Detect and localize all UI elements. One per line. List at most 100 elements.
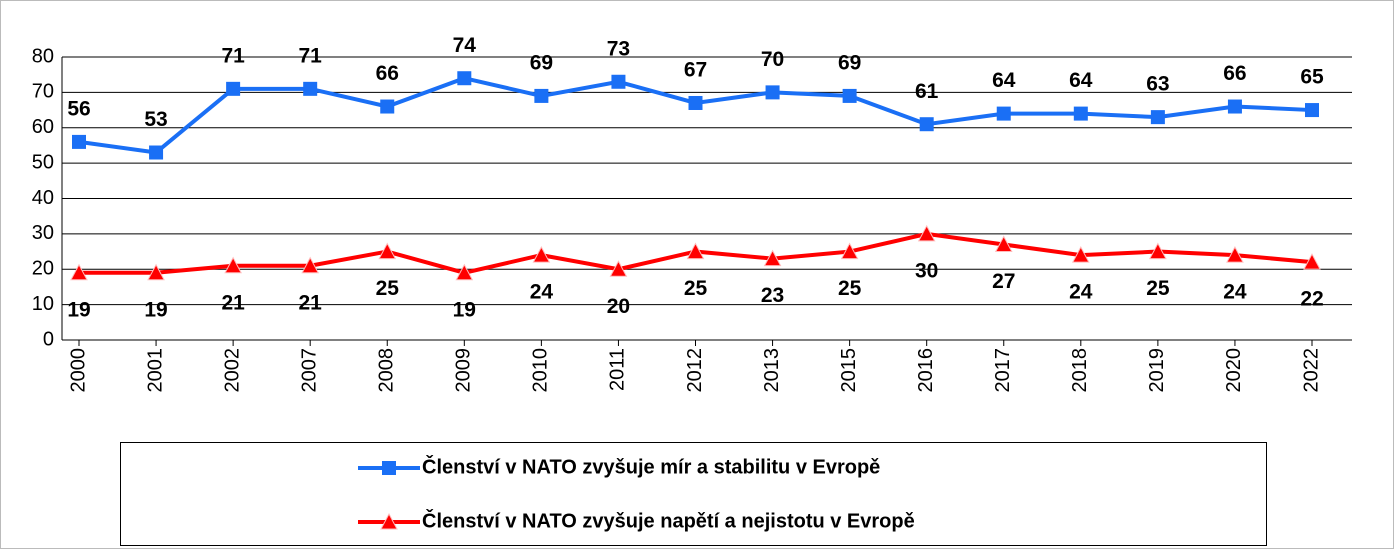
x-tick-label: 2001 bbox=[144, 348, 166, 393]
data-label: 74 bbox=[453, 34, 477, 57]
data-label: 30 bbox=[915, 259, 938, 282]
y-tick-label: 0 bbox=[43, 328, 54, 350]
data-point bbox=[303, 81, 318, 96]
data-point bbox=[994, 235, 1013, 252]
x-tick-label: 2020 bbox=[1223, 348, 1245, 393]
data-label: 21 bbox=[299, 291, 323, 314]
y-tick-label: 80 bbox=[32, 45, 54, 67]
y-tick-label: 60 bbox=[32, 116, 54, 138]
data-point bbox=[147, 263, 165, 281]
data-label: 67 bbox=[684, 59, 707, 82]
data-point bbox=[301, 256, 320, 274]
data-point bbox=[1305, 103, 1319, 118]
x-tick-label: 2013 bbox=[761, 348, 783, 393]
x-tick-label: 2012 bbox=[684, 348, 706, 393]
data-point bbox=[1226, 246, 1244, 263]
x-tick-label: 2019 bbox=[1146, 348, 1168, 393]
data-point bbox=[763, 249, 782, 267]
x-tick-label: 2002 bbox=[221, 348, 243, 393]
data-label: 23 bbox=[761, 284, 784, 307]
data-label: 19 bbox=[67, 298, 90, 321]
data-label: 24 bbox=[530, 281, 554, 304]
data-label: 69 bbox=[838, 51, 861, 74]
legend-marker bbox=[380, 512, 398, 530]
data-label: 25 bbox=[1146, 277, 1170, 300]
data-label: 56 bbox=[67, 97, 90, 120]
y-tick-label: 10 bbox=[32, 293, 54, 315]
x-tick-label: 2018 bbox=[1069, 348, 1091, 393]
x-tick-label: 2000 bbox=[67, 348, 89, 393]
legend-box bbox=[120, 442, 1267, 546]
data-point bbox=[532, 246, 551, 263]
data-point bbox=[1071, 246, 1090, 263]
data-label: 70 bbox=[761, 48, 784, 71]
data-label: 25 bbox=[838, 277, 862, 300]
data-point bbox=[686, 242, 705, 260]
data-label: 64 bbox=[1069, 69, 1093, 92]
x-tick-label: 2010 bbox=[530, 348, 552, 393]
y-tick-label: 50 bbox=[32, 151, 54, 173]
x-tick-label: 2022 bbox=[1300, 348, 1322, 393]
data-point bbox=[224, 256, 242, 274]
data-label: 53 bbox=[144, 108, 167, 131]
data-point bbox=[380, 99, 395, 114]
data-label: 27 bbox=[992, 270, 1015, 293]
data-label: 19 bbox=[453, 298, 476, 321]
data-point bbox=[1149, 242, 1167, 260]
data-point bbox=[840, 242, 859, 260]
legend-label: Členství v NATO zvyšuje napětí a nejisto… bbox=[422, 508, 915, 532]
data-label: 69 bbox=[530, 51, 553, 74]
data-label: 71 bbox=[221, 44, 245, 67]
x-tick-label: 2009 bbox=[453, 348, 475, 393]
data-label: 64 bbox=[992, 69, 1016, 92]
x-tick-label: 2007 bbox=[298, 348, 320, 393]
data-label: 21 bbox=[221, 291, 245, 314]
data-point bbox=[455, 263, 474, 281]
data-label: 24 bbox=[1069, 281, 1093, 304]
data-point bbox=[917, 224, 936, 242]
data-point bbox=[842, 88, 857, 103]
y-tick-label: 20 bbox=[32, 258, 54, 280]
data-label: 73 bbox=[607, 37, 630, 60]
legend-marker bbox=[382, 461, 396, 475]
data-label: 22 bbox=[1300, 288, 1323, 311]
x-tick-label: 2017 bbox=[992, 348, 1014, 393]
data-label: 66 bbox=[376, 62, 399, 85]
x-tick-label: 2015 bbox=[838, 348, 860, 393]
data-label: 71 bbox=[299, 44, 323, 67]
data-label: 66 bbox=[1223, 62, 1246, 85]
data-point bbox=[1227, 99, 1242, 114]
data-label: 25 bbox=[376, 277, 400, 300]
data-label: 24 bbox=[1223, 281, 1247, 304]
y-tick-label: 40 bbox=[32, 187, 54, 209]
data-label: 61 bbox=[915, 80, 939, 103]
data-label: 20 bbox=[607, 295, 630, 318]
x-tick-label: 2011 bbox=[607, 348, 629, 391]
data-point bbox=[996, 106, 1011, 121]
data-point bbox=[1073, 106, 1088, 121]
data-point bbox=[457, 71, 472, 86]
y-tick-label: 70 bbox=[32, 81, 54, 103]
data-point bbox=[226, 81, 241, 96]
data-point bbox=[378, 242, 397, 260]
data-point bbox=[611, 74, 626, 89]
legend-label: Členství v NATO zvyšuje mír a stabilitu … bbox=[422, 454, 880, 478]
data-point bbox=[609, 260, 628, 277]
data-label: 25 bbox=[684, 277, 708, 300]
x-tick-label: 2016 bbox=[915, 348, 937, 393]
data-point bbox=[72, 134, 86, 149]
data-label: 19 bbox=[144, 298, 167, 321]
data-point bbox=[688, 95, 703, 110]
data-point bbox=[1150, 110, 1165, 125]
data-label: 65 bbox=[1300, 66, 1324, 89]
data-label: 63 bbox=[1146, 73, 1169, 96]
data-point bbox=[70, 263, 88, 281]
x-tick-label: 2008 bbox=[376, 348, 398, 393]
data-point bbox=[149, 145, 164, 160]
data-point bbox=[765, 85, 780, 100]
data-point bbox=[919, 117, 934, 132]
data-point bbox=[1303, 253, 1321, 270]
y-tick-label: 30 bbox=[32, 222, 54, 244]
